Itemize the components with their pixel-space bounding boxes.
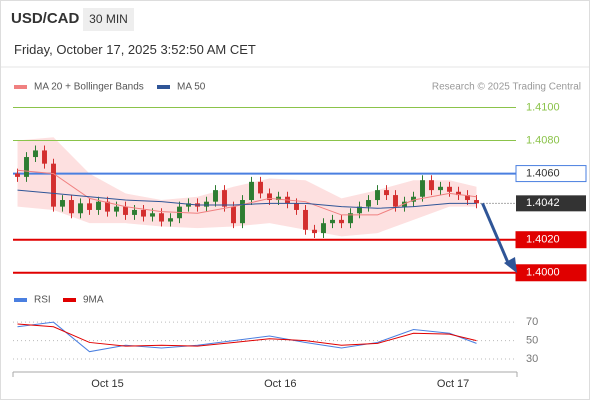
candle-body: [87, 203, 92, 210]
legend-swatch: [14, 85, 27, 89]
candle-body: [456, 191, 461, 196]
candle-body: [393, 195, 398, 207]
candle-body: [141, 209, 146, 217]
legend-label: 9MA: [83, 295, 104, 306]
candle-body: [69, 200, 74, 214]
candle-body: [465, 195, 470, 201]
y-tick-label: 50: [526, 335, 538, 347]
candle-body: [366, 200, 371, 207]
candle-body: [51, 163, 56, 207]
candle-body: [240, 200, 245, 224]
candle-body: [357, 206, 362, 214]
candle-body: [186, 203, 191, 207]
candle-body: [411, 196, 416, 202]
candle-body: [78, 203, 83, 214]
candle-body: [420, 180, 425, 197]
candle-body: [294, 203, 299, 210]
legend-label: RSI: [34, 295, 51, 306]
datetime: Friday, October 17, 2025 3:52:50 AM CET: [14, 42, 256, 57]
candle-body: [384, 190, 389, 196]
level-label-box: [515, 231, 587, 249]
interval[interactable]: 30 MIN: [83, 8, 134, 31]
level-label: 1.4020: [526, 234, 560, 246]
bollinger-band: [17, 137, 477, 237]
candle-body: [222, 190, 227, 207]
indicator-line: [17, 323, 477, 347]
candle-body: [96, 201, 101, 210]
level-label: 1.4000: [526, 267, 560, 279]
candle-body: [258, 181, 263, 194]
candle-body: [213, 190, 218, 202]
candle-body: [60, 200, 65, 207]
symbol: USD/CAD: [11, 10, 80, 27]
candle-body: [438, 186, 443, 191]
x-tick-label: Oct 16: [264, 378, 296, 390]
level-label-box: [515, 165, 587, 183]
candle-body: [15, 173, 20, 177]
candle-body: [159, 213, 164, 222]
last-price-label: 1.4042: [526, 197, 560, 209]
candle-body: [132, 209, 137, 215]
candle-body: [150, 213, 155, 217]
indicator-line: [17, 321, 477, 353]
candle-body: [303, 209, 308, 230]
candle-body: [204, 201, 209, 207]
candle-body: [231, 206, 236, 224]
candle-body: [33, 150, 38, 158]
candle-body: [24, 157, 29, 177]
legend-swatch: [157, 85, 170, 89]
level-label: 1.4080: [526, 134, 560, 146]
candle-body: [348, 213, 353, 224]
candle-body: [321, 223, 326, 234]
overlay-line: [17, 169, 477, 216]
candle-body: [168, 218, 173, 222]
candle-body: [123, 206, 128, 215]
candle-body: [276, 196, 281, 201]
arrow-head: [504, 257, 517, 273]
candle-body: [114, 206, 119, 212]
candle-body: [105, 201, 110, 212]
candle-body: [447, 186, 452, 192]
candle-body: [42, 150, 47, 164]
y-tick-label: 30: [526, 353, 538, 365]
projection-arrow: [481, 202, 511, 266]
legend-swatch: [14, 298, 27, 302]
x-tick-label: Oct 17: [437, 378, 469, 390]
candle-body: [474, 200, 479, 204]
overlay-line: [17, 189, 477, 209]
last-price-box: [516, 195, 586, 212]
candle-body: [339, 219, 344, 224]
level-label-box: [515, 264, 587, 282]
candle-body: [267, 193, 272, 201]
level-label: 1.4060: [526, 167, 560, 179]
candle-body: [429, 180, 434, 191]
x-tick-label: Oct 15: [91, 378, 123, 390]
candle-body: [312, 229, 317, 234]
legend-swatch: [63, 298, 76, 302]
source: Research © 2025 Trading Central: [432, 82, 581, 93]
legend-label: MA 20 + Bollinger Bands: [34, 82, 144, 93]
candle-body: [375, 190, 380, 201]
legend-label: MA 50: [177, 82, 206, 93]
y-tick-label: 70: [526, 316, 538, 328]
level-label: 1.4100: [526, 101, 560, 113]
candle-body: [330, 219, 335, 224]
candle-body: [249, 181, 254, 201]
